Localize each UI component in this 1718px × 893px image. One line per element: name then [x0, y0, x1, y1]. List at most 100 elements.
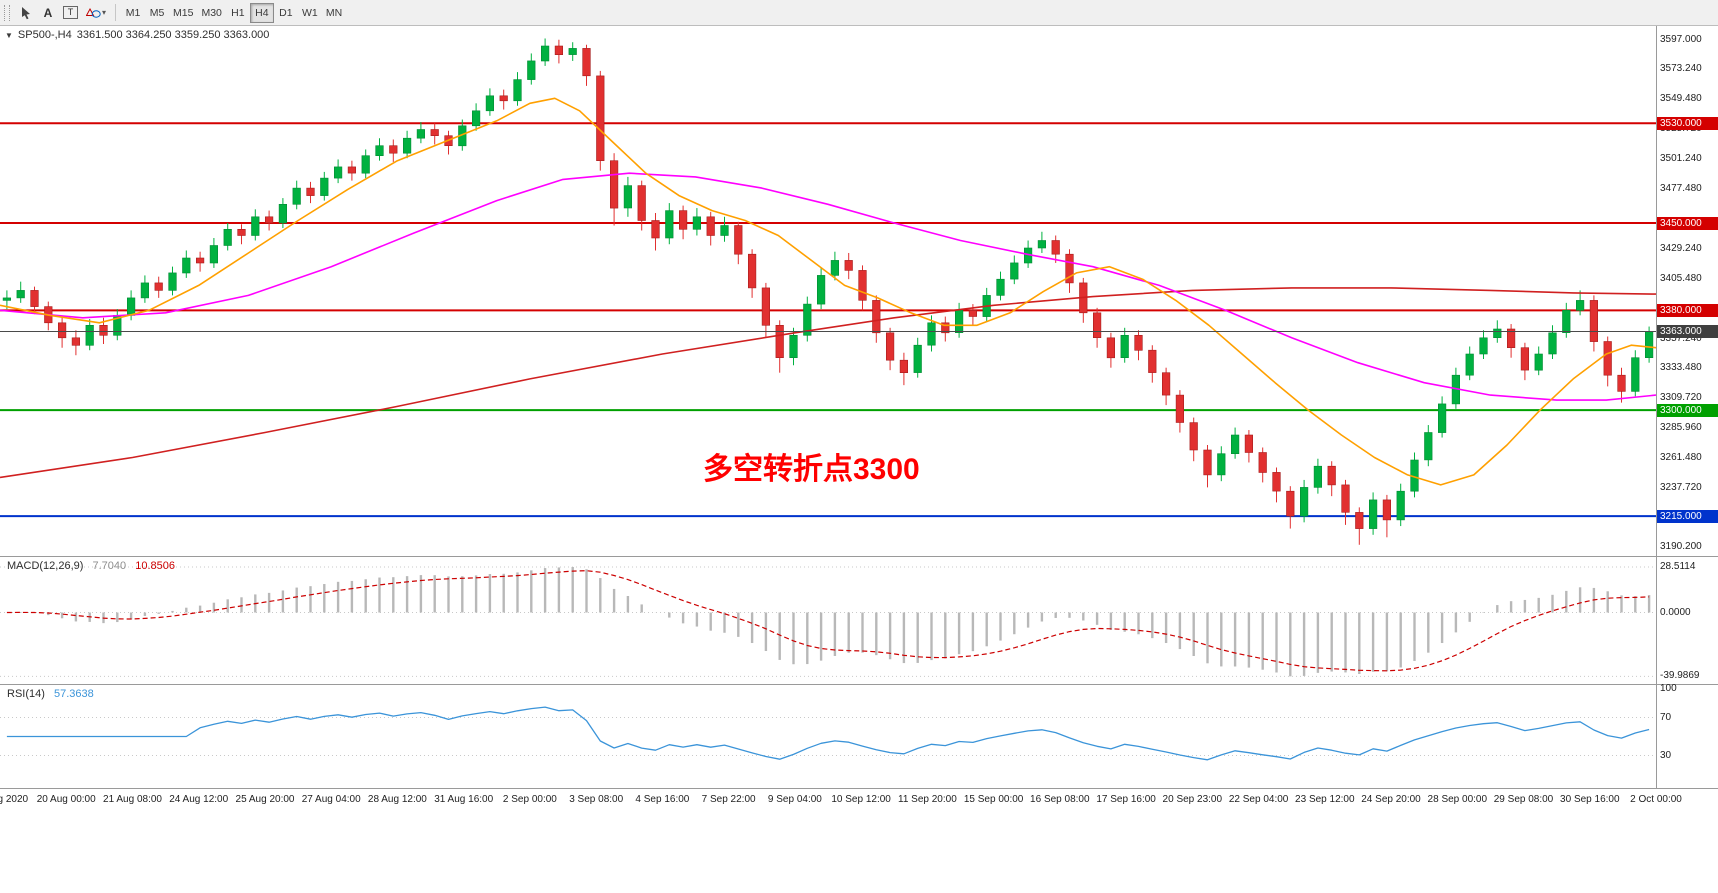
time-tick-label: 9 Sep 04:00 — [767, 794, 822, 805]
macd-signal-value: 10.8506 — [135, 560, 175, 572]
toolbar-grip[interactable] — [4, 4, 10, 21]
macd-panel: MACD(12,26,9) 7.7040 10.8506 28.5114 0.00… — [0, 556, 1718, 684]
time-tick-label: 22 Sep 04:00 — [1228, 794, 1289, 805]
dropdown-caret-icon: ▾ — [102, 8, 107, 17]
cursor-icon — [22, 6, 30, 19]
price-tick-label: 3333.480 — [1660, 362, 1702, 374]
time-tick-label: 20 Aug 00:00 — [36, 794, 96, 805]
chart-title: ▼ SP500-,H4 3361.500 3364.250 3359.250 3… — [5, 29, 269, 41]
time-tick-label: 28 Aug 12:00 — [367, 794, 427, 805]
time-tick-label: 24 Aug 12:00 — [169, 794, 229, 805]
time-axis[interactable]: 18 Aug 2020 20 Aug 00:00 21 Aug 08:00 24 Au… — [0, 788, 1718, 812]
rsi-name: RSI(14) — [7, 688, 45, 700]
time-tick-label: 2 Sep 00:00 — [502, 794, 557, 805]
rsi-value: 57.3638 — [53, 688, 94, 700]
price-scale[interactable]: 3597.0003573.2403549.4803525.7203501.240… — [1656, 26, 1718, 556]
price-tick-label: 3429.240 — [1660, 242, 1702, 254]
macd-histogram-value: 7.7040 — [92, 560, 127, 572]
price-badge: 3530.000 — [1657, 116, 1718, 130]
timeframe-H4-button[interactable]: H4 — [249, 2, 274, 23]
time-tick-label: 21 Aug 08:00 — [103, 794, 162, 805]
price-tick-label: 3501.240 — [1660, 153, 1702, 165]
rsi-canvas[interactable] — [0, 685, 1656, 788]
time-tick-label: 25 Aug 20:00 — [235, 794, 295, 805]
cursor-tool-button[interactable] — [15, 3, 37, 23]
price-tick-label: 3190.200 — [1660, 541, 1702, 553]
text-label-tool-button[interactable]: A — [37, 3, 59, 23]
price-badge: 3300.000 — [1657, 403, 1718, 417]
macd-name: MACD(12,26,9) — [7, 560, 84, 572]
timeframe-M5-button[interactable]: M5 — [149, 6, 165, 19]
price-tick-label: 3357.240 — [1660, 332, 1702, 344]
time-tick-label: 27 Aug 04:00 — [301, 794, 361, 805]
price-tick-label: 3549.480 — [1660, 92, 1702, 104]
timeframe-D1-button[interactable]: D1 — [279, 6, 293, 19]
ma-fast-line — [0, 97, 1656, 486]
rsi-tick-label: 30 — [1660, 749, 1672, 761]
rsi-scale[interactable]: 100 70 30 — [1656, 683, 1718, 788]
text-label-icon: A — [43, 5, 53, 20]
time-tick-label: 17 Sep 16:00 — [1096, 794, 1156, 805]
price-tick-label: 3405.480 — [1660, 272, 1702, 284]
macd-scale[interactable]: 28.5114 0.0000 -39.9869 — [1656, 557, 1718, 684]
macd-signal-line — [6, 570, 1650, 672]
time-tick-label: 15 Sep 00:00 — [963, 794, 1024, 805]
rsi-label: RSI(14) 57.3638 — [7, 688, 94, 700]
price-tick-label: 3573.240 — [1660, 63, 1702, 75]
price-tick-label: 3309.720 — [1660, 391, 1702, 403]
symbol-marker-icon: ▼ — [5, 30, 13, 40]
macd-tick-label: 28.5114 — [1660, 561, 1696, 572]
time-tick-label: 4 Sep 16:00 — [635, 794, 690, 805]
time-tick-label: 18 Aug 2020 — [0, 794, 29, 805]
timeframe-M1-button[interactable]: M1 — [125, 6, 141, 19]
time-tick-label: 2 Oct 00:00 — [1630, 794, 1682, 805]
price-badge: 3450.000 — [1657, 216, 1718, 230]
rsi-tick-label: 100 — [1660, 683, 1677, 694]
macd-tick-label: -39.9869 — [1660, 670, 1700, 682]
timeframe-MN-button[interactable]: MN — [325, 6, 343, 19]
text-box-icon: T — [63, 6, 78, 19]
time-tick-label: 24 Sep 20:00 — [1361, 794, 1421, 805]
time-tick-label: 20 Sep 23:00 — [1162, 794, 1223, 805]
price-tick-label: 3261.480 — [1660, 452, 1702, 464]
rsi-line — [6, 706, 1650, 761]
macd-label: MACD(12,26,9) 7.7040 10.8506 — [7, 560, 175, 572]
timeframe-M15-button[interactable]: M15 — [173, 6, 194, 19]
macd-canvas[interactable] — [0, 557, 1656, 684]
time-tick-label: 29 Sep 08:00 — [1493, 794, 1554, 805]
price-badge: 3363.000 — [1657, 325, 1718, 339]
timeframe-M30-button[interactable]: M30 — [201, 6, 222, 19]
toolbar: A T ▾ M1 M5 M15 M30 H1 H4 D1 W1 MN — [0, 0, 1718, 26]
toolbar-separator — [115, 4, 117, 21]
macd-histogram-layer — [19, 567, 1651, 677]
chart-text-annotation[interactable]: 多空转折点3300 — [703, 453, 920, 486]
text-box-tool-button[interactable]: T — [59, 3, 82, 23]
price-badge: 3215.000 — [1657, 509, 1718, 523]
main-chart-panel: ▼ SP500-,H4 3361.500 3364.250 3359.250 3… — [0, 26, 1718, 556]
timeframe-W1-button[interactable]: W1 — [302, 6, 318, 19]
candles-layer — [2, 38, 1654, 545]
ma-mid-line — [0, 172, 1656, 401]
time-tick-label: 30 Sep 16:00 — [1560, 794, 1620, 805]
shapes-icon — [86, 7, 101, 18]
main-chart-canvas[interactable] — [0, 26, 1656, 556]
chart-ohlc-values: 3361.500 3364.250 3359.250 3363.000 — [76, 29, 270, 41]
time-tick-label: 23 Sep 12:00 — [1295, 794, 1355, 805]
time-tick-label: 28 Sep 00:00 — [1427, 794, 1488, 805]
timeframe-H1-button[interactable]: H1 — [231, 6, 245, 19]
price-tick-label: 3285.960 — [1660, 421, 1702, 433]
time-tick-label: 16 Sep 08:00 — [1030, 794, 1090, 805]
macd-tick-label: 0.0000 — [1660, 606, 1691, 618]
chart-symbol-label: SP500-,H4 — [17, 29, 72, 41]
horizontal-lines-layer[interactable] — [0, 122, 1656, 518]
timeframe-bar: M1 M5 M15 M30 H1 H4 D1 W1 MN — [121, 2, 346, 23]
time-tick-label: 11 Sep 20:00 — [898, 794, 957, 805]
rsi-tick-label: 70 — [1660, 711, 1672, 723]
time-tick-label: 3 Sep 08:00 — [569, 794, 624, 805]
time-tick-label: 10 Sep 12:00 — [831, 794, 891, 805]
price-tick-label: 3237.720 — [1660, 481, 1702, 493]
shapes-tool-button[interactable]: ▾ — [82, 3, 110, 23]
price-tick-label: 3597.000 — [1660, 33, 1702, 45]
rsi-panel: RSI(14) 57.3638 100 70 30 — [0, 683, 1718, 788]
